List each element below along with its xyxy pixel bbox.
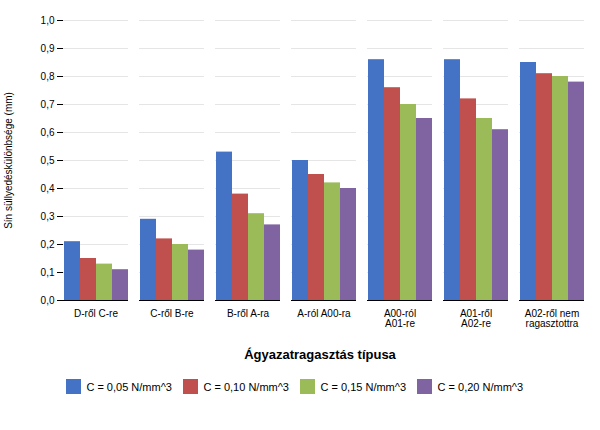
- svg-text:A-ról A00-ra: A-ról A00-ra: [297, 308, 351, 319]
- svg-text:0,5: 0,5: [41, 155, 55, 166]
- svg-text:D-ről C-re: D-ről C-re: [74, 308, 118, 319]
- svg-text:A02-ről nemragasztottra: A02-ről nemragasztottra: [525, 308, 579, 329]
- html-text:C = 0,15 N/mm^3: C = 0,15 N/mm^3: [320, 380, 407, 393]
- svg-text:1,0: 1,0: [41, 15, 55, 26]
- svg-text:0,4: 0,4: [41, 183, 55, 194]
- svg-text:0,2: 0,2: [41, 239, 55, 250]
- svg-text:0,9: 0,9: [41, 43, 55, 54]
- html-text:C = 0,20 N/mm^3: C = 0,20 N/mm^3: [437, 380, 524, 393]
- html-text:C = 0,10 N/mm^3: C = 0,10 N/mm^3: [203, 380, 289, 393]
- html-text:Ágyazatragasztás típusa: Ágyazatragasztás típusa: [244, 347, 396, 362]
- svg-text:B-ről A-ra: B-ről A-ra: [227, 308, 270, 319]
- svg-text:Sín süllyedéskülönbsége (mm): Sín süllyedéskülönbsége (mm): [3, 92, 14, 229]
- svg-text:0,8: 0,8: [41, 71, 55, 82]
- html-text:C = 0,05 N/mm^3: C = 0,05 N/mm^3: [86, 380, 172, 393]
- svg-text:0,0: 0,0: [41, 295, 55, 306]
- svg-text:0,1: 0,1: [41, 267, 55, 278]
- svg-text:0,6: 0,6: [41, 127, 55, 138]
- svg-text:0,7: 0,7: [41, 99, 55, 110]
- svg-text:C-ről B-re: C-ről B-re: [150, 308, 194, 319]
- svg-text:0,3: 0,3: [41, 211, 55, 222]
- svg-text:A00-rólA01-re: A00-rólA01-re: [384, 308, 416, 329]
- svg-text:A01-rőlA02-re: A01-rőlA02-re: [460, 308, 492, 329]
